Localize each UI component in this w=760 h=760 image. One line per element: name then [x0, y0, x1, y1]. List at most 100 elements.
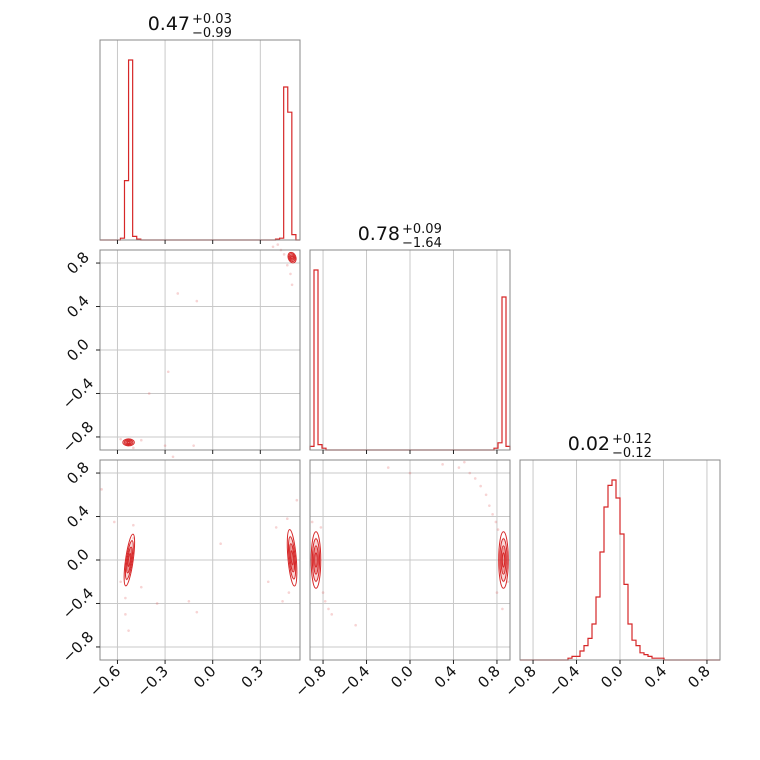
scatter-point [494, 520, 498, 524]
scatter-point [281, 600, 284, 603]
scatter-point [321, 591, 325, 594]
y-tick-label: 0.0 [63, 335, 93, 365]
scatter-point [139, 438, 143, 442]
scatter-point [276, 243, 280, 246]
scatter-point [124, 613, 127, 616]
title-median-p2: 0.78 [358, 223, 400, 245]
y-tick-label: 0.4 [63, 292, 93, 322]
scatter-point [192, 444, 195, 447]
scatter-point [139, 585, 143, 589]
scatter-point [468, 471, 472, 475]
scatter-point [457, 466, 461, 469]
x-tick-label: 0.0 [387, 662, 417, 692]
scatter-point [187, 600, 191, 603]
scatter-point [319, 526, 323, 529]
y-tick-label: −0.4 [59, 374, 97, 412]
title-median-p1: 0.47 [148, 13, 190, 35]
x-tick-label: 0.8 [474, 662, 504, 692]
x-tick-label: −0.3 [133, 662, 171, 700]
title-plus-p1: +0.03 [192, 12, 232, 27]
title-minus-p2: −1.64 [402, 236, 442, 251]
density-contour [287, 536, 297, 580]
scatter-point [496, 528, 500, 531]
density-contour [288, 253, 296, 263]
density-contour [289, 254, 295, 261]
scatter-point [176, 292, 180, 295]
density-contour [311, 538, 321, 582]
scatter-point [386, 466, 390, 469]
y-tick-label: 0.0 [63, 545, 93, 575]
x-tick-label: −0.8 [291, 662, 329, 700]
x-tick-label: 0.4 [431, 662, 461, 692]
scatter-point [163, 444, 167, 447]
density-contour [290, 255, 294, 260]
density-contour [498, 531, 509, 589]
scatter-point [155, 602, 159, 605]
density-contour [123, 439, 134, 446]
x-tick-label: 0.4 [641, 662, 671, 692]
scatter-point [479, 484, 482, 488]
density-contour [287, 251, 297, 264]
density-contour [127, 553, 132, 567]
density-contour [286, 529, 298, 587]
scatter-point [310, 520, 314, 524]
scatter-point [282, 253, 286, 256]
scatter-point [147, 392, 151, 395]
scatter-point [124, 596, 127, 600]
y-tick-label: −0.4 [59, 584, 97, 622]
x-tick-label: −0.8 [501, 662, 539, 700]
pair-panel-p2-p3: −0.8 −0.4 0.0 0.4 0.8 [291, 459, 511, 701]
scatter-point [441, 463, 444, 466]
hist-panel-p3: −0.8 −0.4 0.0 0.4 0.8 0.02 +0.12−0.12 [501, 432, 721, 701]
x-tick-label: −0.4 [545, 662, 583, 700]
histogram-p1 [100, 59, 300, 241]
density-contour [501, 552, 506, 568]
hist-panel-p1: 0.47 +0.03−0.99 [99, 12, 301, 244]
x-tick-label: 0.0 [190, 662, 220, 692]
scatter-point [491, 513, 494, 516]
scatter-point [506, 580, 510, 584]
scatter-point [119, 580, 122, 584]
scatter-point [408, 471, 412, 475]
scatter-point [495, 591, 499, 594]
scatter-point [266, 580, 270, 584]
density-contour [126, 546, 133, 574]
scatter-point [484, 493, 488, 497]
y-tick-label: 0.8 [63, 458, 93, 488]
scatter-point [323, 600, 327, 603]
scatter-point [501, 607, 504, 611]
x-tick-label: −0.4 [335, 662, 373, 700]
panel-frame [99, 39, 301, 241]
density-contour [126, 441, 131, 444]
scatter-point [327, 607, 330, 611]
scatter-point [290, 283, 294, 287]
x-tick-label: 0.0 [597, 662, 627, 692]
pair-panel-p1-p2: −0.8 −0.4 0.0 0.4 0.8 [59, 243, 301, 456]
y-tick-label: 0.4 [63, 502, 93, 532]
title-plus-p2: +0.09 [402, 222, 442, 237]
pair-panel-p1-p3: −0.6 −0.3 0.0 0.3 −0.8 −0.4 0.0 0.4 0.8 [59, 455, 301, 701]
density-contour [310, 531, 322, 589]
scatter-point [473, 477, 477, 480]
scatter-point [286, 263, 289, 267]
scatter-point [195, 299, 199, 303]
scatter-point [112, 520, 116, 524]
density-contour [289, 543, 295, 573]
scatter-point [171, 455, 175, 459]
title-minus-p3: −0.12 [612, 446, 652, 461]
scatter-point [100, 488, 103, 491]
title-median-p3: 0.02 [568, 433, 610, 455]
scatter-point [354, 623, 357, 627]
scatter-point [289, 272, 292, 276]
hist-panel-p2: 0.78 +0.09−1.64 [309, 222, 511, 454]
scatter-point [119, 437, 122, 441]
density-contour [123, 533, 136, 587]
density-contour [122, 438, 135, 447]
scatter-point [488, 504, 491, 507]
y-tick-label: −0.8 [59, 628, 97, 666]
x-tick-label: 0.8 [684, 662, 714, 692]
density-fill [125, 539, 134, 581]
density-contour [290, 550, 294, 566]
scatter-point [463, 460, 466, 464]
scatter-point [330, 613, 334, 616]
